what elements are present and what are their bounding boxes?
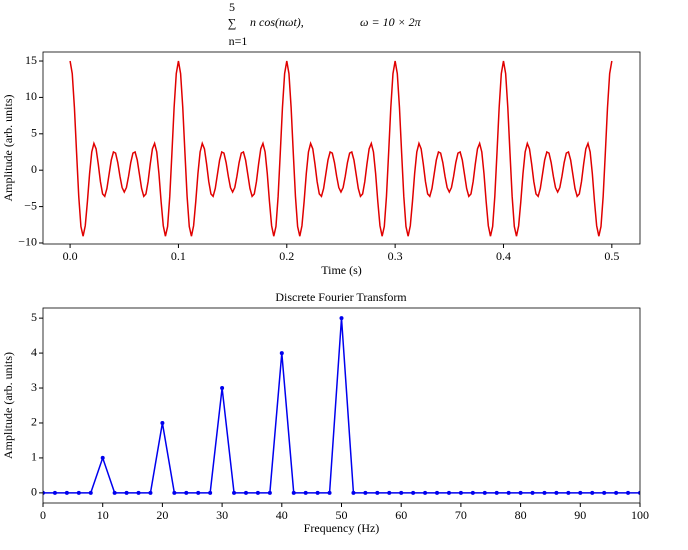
x-tick-label: 0.1 bbox=[171, 249, 186, 263]
data-point bbox=[375, 490, 380, 495]
data-point bbox=[327, 490, 332, 495]
data-point bbox=[291, 490, 296, 495]
y-tick-label: 0 bbox=[31, 162, 37, 176]
x-tick-label: 40 bbox=[276, 508, 288, 522]
sum-symbol: ∑ bbox=[228, 16, 237, 30]
y-tick-label: −10 bbox=[18, 235, 37, 249]
x-tick-label: 0.0 bbox=[63, 249, 78, 263]
x-tick-label: 90 bbox=[574, 508, 586, 522]
data-point bbox=[399, 490, 404, 495]
data-point bbox=[255, 490, 260, 495]
data-point bbox=[590, 490, 595, 495]
x-tick-label: 0.3 bbox=[388, 249, 403, 263]
data-point bbox=[602, 490, 607, 495]
data-point bbox=[470, 490, 475, 495]
x-tick-label: 60 bbox=[395, 508, 407, 522]
x-tick-label: 0.4 bbox=[496, 249, 511, 263]
data-point bbox=[578, 490, 583, 495]
plot-frame bbox=[42, 307, 641, 504]
data-point bbox=[542, 490, 547, 495]
data-point bbox=[100, 455, 105, 460]
data-point bbox=[387, 490, 392, 495]
data-point bbox=[88, 490, 93, 495]
y-tick-label: 10 bbox=[25, 89, 37, 103]
data-point bbox=[267, 490, 272, 495]
y-tick-label: 5 bbox=[31, 126, 37, 140]
sum-upper: 5 bbox=[229, 0, 235, 14]
data-point bbox=[554, 490, 559, 495]
data-point bbox=[52, 490, 57, 495]
data-point bbox=[494, 490, 499, 495]
data-point bbox=[172, 490, 177, 495]
data-point bbox=[160, 420, 165, 425]
y-axis-label: Amplitude (arb. units) bbox=[1, 352, 15, 459]
data-point bbox=[363, 490, 368, 495]
data-point bbox=[446, 490, 451, 495]
data-point bbox=[303, 490, 308, 495]
data-point bbox=[243, 490, 248, 495]
data-point bbox=[112, 490, 117, 495]
y-tick-label: 2 bbox=[31, 415, 37, 429]
data-point bbox=[566, 490, 571, 495]
data-point bbox=[76, 490, 81, 495]
title-omega: ω = 10 × 2π bbox=[360, 15, 422, 29]
chart-title: Discrete Fourier Transform bbox=[275, 290, 407, 304]
y-tick-label: 3 bbox=[31, 380, 37, 394]
data-point bbox=[518, 490, 523, 495]
data-point bbox=[220, 386, 225, 391]
data-point bbox=[638, 490, 640, 495]
x-axis-label: Time (s) bbox=[321, 263, 362, 277]
y-axis-label: Amplitude (arb. units) bbox=[1, 95, 15, 202]
data-point bbox=[423, 490, 428, 495]
data-point bbox=[614, 490, 619, 495]
y-tick-label: 1 bbox=[31, 450, 37, 464]
data-line bbox=[43, 318, 640, 494]
x-tick-label: 10 bbox=[97, 508, 109, 522]
data-line bbox=[69, 60, 613, 237]
data-point bbox=[232, 490, 237, 495]
y-tick-label: 5 bbox=[31, 310, 37, 324]
y-tick-label: 4 bbox=[31, 345, 37, 359]
data-point bbox=[184, 490, 189, 495]
data-point bbox=[351, 490, 356, 495]
data-point bbox=[64, 490, 69, 495]
data-point bbox=[43, 490, 45, 495]
data-point bbox=[435, 490, 440, 495]
data-point bbox=[530, 490, 535, 495]
data-point bbox=[124, 490, 129, 495]
x-tick-label: 80 bbox=[515, 508, 527, 522]
data-point bbox=[626, 490, 631, 495]
x-tick-label: 0 bbox=[40, 508, 46, 522]
x-tick-label: 100 bbox=[631, 508, 649, 522]
title-expression: n cos(nωt), bbox=[250, 15, 304, 29]
data-point bbox=[506, 490, 511, 495]
data-point bbox=[136, 490, 141, 495]
y-tick-label: −5 bbox=[24, 198, 37, 212]
x-tick-label: 70 bbox=[455, 508, 467, 522]
x-tick-label: 0.5 bbox=[604, 249, 619, 263]
data-point bbox=[411, 490, 416, 495]
x-axis-label: Frequency (Hz) bbox=[304, 521, 380, 535]
x-tick-label: 20 bbox=[156, 508, 168, 522]
data-point bbox=[458, 490, 463, 495]
data-point bbox=[148, 490, 153, 495]
x-tick-label: 30 bbox=[216, 508, 228, 522]
data-point bbox=[315, 490, 320, 495]
data-point bbox=[482, 490, 487, 495]
y-tick-label: 0 bbox=[31, 485, 37, 499]
y-tick-label: 15 bbox=[25, 53, 37, 67]
x-tick-label: 0.2 bbox=[279, 249, 294, 263]
data-point bbox=[279, 351, 284, 356]
data-point bbox=[196, 490, 201, 495]
plot-frame bbox=[42, 51, 641, 245]
data-point bbox=[339, 316, 344, 321]
x-tick-label: 50 bbox=[336, 508, 348, 522]
sum-lower: n=1 bbox=[229, 34, 248, 48]
data-point bbox=[208, 490, 213, 495]
